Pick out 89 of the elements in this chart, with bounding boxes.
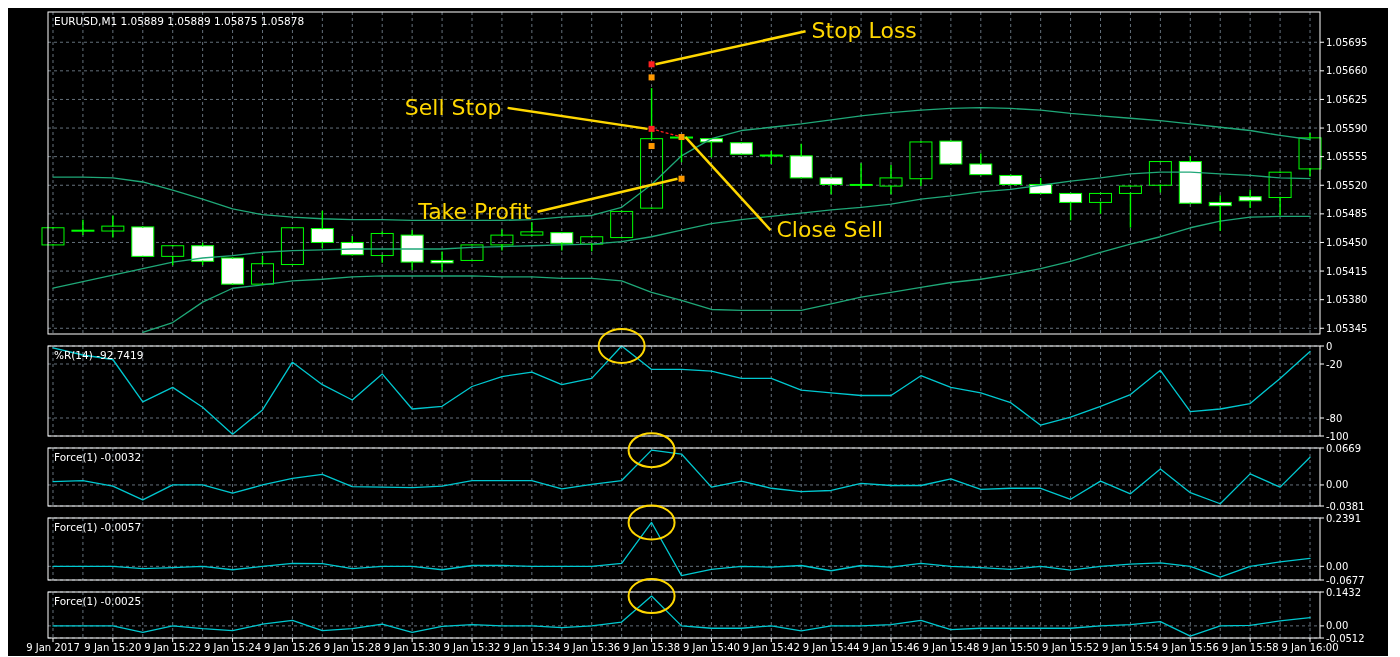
y-tick-label: 0 (1326, 340, 1333, 352)
x-tick-label: 9 Jan 15:38 (623, 642, 681, 653)
line-series (52, 595, 1311, 637)
point (648, 125, 655, 132)
chart-title: EURUSD,M1 1.05889 1.05889 1.05875 1.05878 (54, 15, 305, 27)
candlestick (221, 257, 245, 285)
y-tick-label: 1.05415 (1326, 265, 1368, 277)
x-tick-label: 9 Jan 15:34 (503, 642, 561, 653)
y-tick-label: 1.05380 (1326, 294, 1368, 306)
candlestick (999, 174, 1023, 185)
y-tick-label: 0.00 (1326, 620, 1349, 632)
x-tick-label: 9 Jan 2017 (26, 642, 80, 653)
x-tick-label: 9 Jan 15:24 (204, 642, 262, 653)
y-tick-label: 1.05345 (1326, 322, 1368, 334)
annotation: Close Sell (776, 217, 884, 243)
candlestick (1268, 171, 1292, 216)
candlestick (849, 163, 873, 189)
x-tick-label: 9 Jan 15:22 (144, 642, 202, 653)
y-tick-label: -0.0677 (1326, 574, 1365, 586)
candlestick (1298, 133, 1322, 177)
x-tick-label: 9 Jan 15:30 (383, 642, 441, 653)
chart-title: Force(1) -0.0057 (54, 521, 142, 533)
candlestick (490, 229, 514, 251)
y-tick-label: 0.1432 (1326, 586, 1361, 598)
point (678, 175, 685, 182)
chart-title: %R(14) -92.7419 (54, 349, 144, 361)
candlestick (879, 164, 903, 195)
line-series (52, 345, 1311, 435)
y-tick-label: 0.00 (1326, 479, 1349, 491)
y-tick-label: 1.05555 (1326, 151, 1368, 163)
candlestick (909, 141, 933, 186)
candlestick (1238, 189, 1262, 209)
candlestick (460, 244, 484, 261)
y-tick-label: 1.05625 (1326, 93, 1368, 105)
y-tick-label: 0.00 (1326, 560, 1349, 572)
x-tick-label: 9 Jan 15:46 (862, 642, 920, 653)
x-tick-label: 9 Jan 15:32 (443, 642, 501, 653)
point (648, 74, 655, 81)
x-tick-label: 9 Jan 15:52 (1042, 642, 1100, 653)
point (648, 61, 655, 68)
candlestick (610, 210, 634, 239)
y-tick-label: 1.05485 (1326, 208, 1368, 220)
line-series (52, 449, 1311, 505)
y-tick-label: 0.2391 (1326, 512, 1361, 524)
x-tick-label: 9 Jan 15:42 (742, 642, 800, 653)
x-tick-label: 9 Jan 15:48 (922, 642, 980, 653)
x-tick-label: 9 Jan 16:00 (1281, 642, 1339, 653)
annotation: Sell Stop (404, 94, 502, 120)
candlestick (131, 226, 155, 257)
y-tick-label: 0.0669 (1326, 442, 1361, 454)
x-tick-label: 9 Jan 15:20 (84, 642, 142, 653)
annotation: Take Profit (417, 198, 532, 224)
candlestick (969, 153, 993, 176)
x-tick-label: 9 Jan 15:26 (263, 642, 321, 653)
y-tick-label: 1.05450 (1326, 236, 1368, 248)
x-tick-label: 9 Jan 15:58 (1221, 642, 1279, 653)
candlestick (729, 142, 753, 155)
candlestick (280, 227, 304, 266)
y-tick-label: 1.05660 (1326, 65, 1368, 77)
line-series (52, 171, 1311, 289)
annotation: Stop Loss (811, 18, 917, 44)
candlestick (819, 177, 843, 195)
y-tick-label: 1.05695 (1326, 36, 1368, 48)
y-tick-label: -0.0512 (1326, 632, 1365, 644)
chart-title: Force(1) -0.0032 (54, 451, 142, 463)
candlestick (939, 140, 963, 165)
line-series (52, 521, 1311, 578)
candlestick (41, 227, 65, 246)
point (648, 143, 655, 150)
x-tick-label: 9 Jan 15:56 (1161, 642, 1219, 653)
x-tick-label: 9 Jan 15:40 (682, 642, 740, 653)
y-tick-label: 1.05590 (1326, 122, 1368, 134)
y-tick-label: -20 (1326, 358, 1343, 370)
candlestick (400, 230, 424, 271)
candlestick (520, 222, 544, 236)
y-tick-label: -80 (1326, 412, 1343, 424)
chart-title: Force(1) -0.0025 (54, 595, 142, 607)
x-tick-label: 9 Jan 15:50 (982, 642, 1040, 653)
y-tick-label: 1.05520 (1326, 179, 1368, 191)
candlestick (430, 251, 454, 272)
x-tick-label: 9 Jan 15:44 (802, 642, 860, 653)
y-tick-label: -0.0381 (1326, 500, 1365, 512)
y-tick-label: -100 (1326, 430, 1349, 442)
candlestick (101, 215, 125, 238)
candlestick (1118, 185, 1142, 228)
x-tick-label: 9 Jan 15:36 (563, 642, 621, 653)
x-tick-label: 9 Jan 15:28 (323, 642, 381, 653)
candlestick (71, 219, 95, 235)
x-tick-label: 9 Jan 15:54 (1101, 642, 1159, 653)
